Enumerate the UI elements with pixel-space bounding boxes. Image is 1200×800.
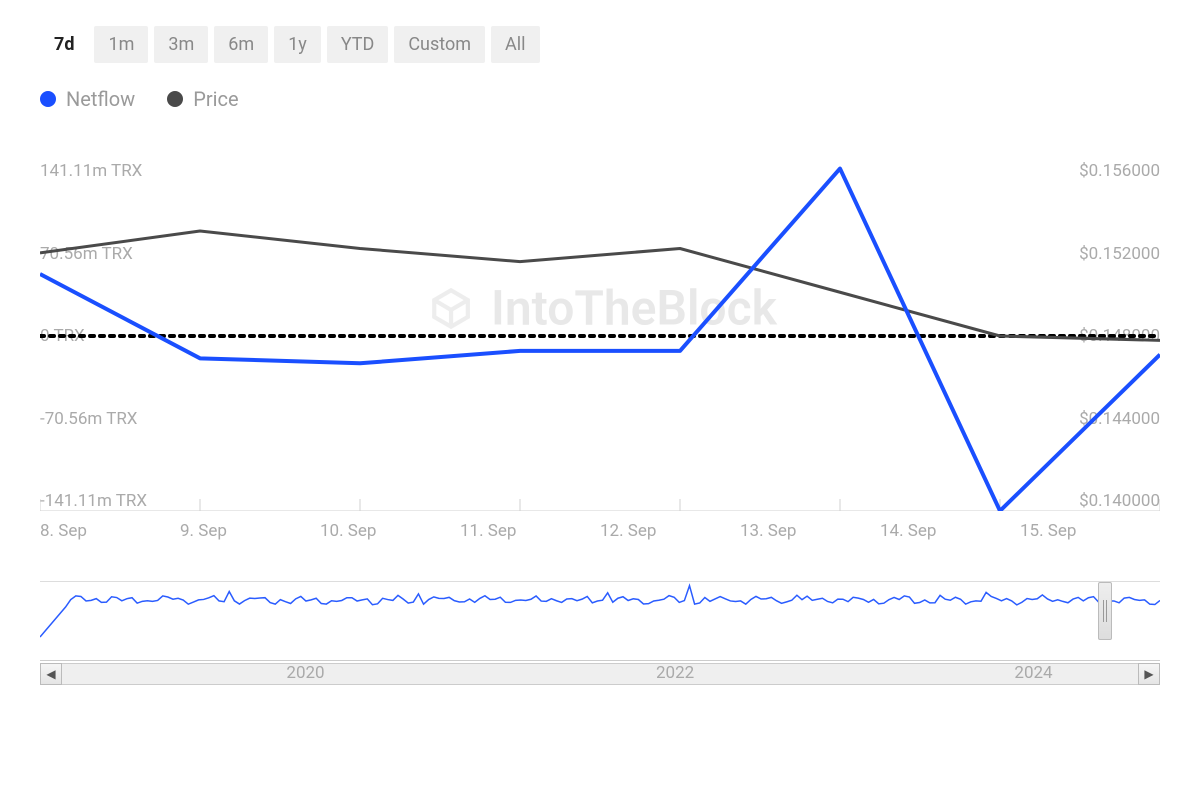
mini-plot (40, 582, 1160, 642)
legend-dot-price (167, 91, 183, 107)
range-selector[interactable]: 2020 2022 2024 (40, 581, 1160, 661)
legend-label-netflow: Netflow (66, 87, 135, 111)
x-tick: 10. Sep (320, 521, 460, 541)
timeframe-tabs: 7d 1m 3m 6m 1y YTD Custom All (40, 26, 1160, 63)
mini-x-tick: 2024 (1014, 663, 1052, 683)
legend-label-price: Price (193, 87, 238, 111)
x-axis: 8. Sep 9. Sep 10. Sep 11. Sep 12. Sep 13… (40, 521, 1160, 541)
x-tick: 11. Sep (460, 521, 600, 541)
x-tick: 8. Sep (40, 521, 180, 541)
x-tick: 15. Sep (1020, 521, 1160, 541)
scroll-left-button[interactable]: ◀ (40, 663, 62, 685)
tab-6m[interactable]: 6m (214, 26, 268, 63)
tab-ytd[interactable]: YTD (327, 26, 389, 63)
scroll-right-button[interactable]: ▶ (1138, 663, 1160, 685)
legend-item-netflow[interactable]: Netflow (40, 87, 135, 111)
chart-plot (40, 161, 1160, 511)
tab-1m[interactable]: 1m (94, 26, 148, 63)
mini-x-tick: 2022 (656, 663, 694, 683)
chart-legend: Netflow Price (40, 87, 1160, 111)
scroll-track[interactable] (62, 663, 1138, 685)
mini-x-tick: 2020 (286, 663, 324, 683)
tab-1y[interactable]: 1y (274, 26, 321, 63)
legend-dot-netflow (40, 91, 56, 107)
x-tick: 9. Sep (180, 521, 320, 541)
x-tick: 14. Sep (880, 521, 1020, 541)
legend-item-price[interactable]: Price (167, 87, 238, 111)
tab-custom[interactable]: Custom (394, 26, 485, 63)
tab-7d[interactable]: 7d (40, 26, 88, 63)
x-tick: 13. Sep (740, 521, 880, 541)
x-tick: 12. Sep (600, 521, 740, 541)
tab-3m[interactable]: 3m (154, 26, 208, 63)
horizontal-scrollbar[interactable]: ◀ ▶ (40, 663, 1160, 685)
range-handle[interactable] (1098, 582, 1112, 640)
main-chart[interactable]: IntoTheBlock 141.11m TRX 70.56m TRX 0 TR… (40, 161, 1160, 511)
tab-all[interactable]: All (491, 26, 540, 63)
